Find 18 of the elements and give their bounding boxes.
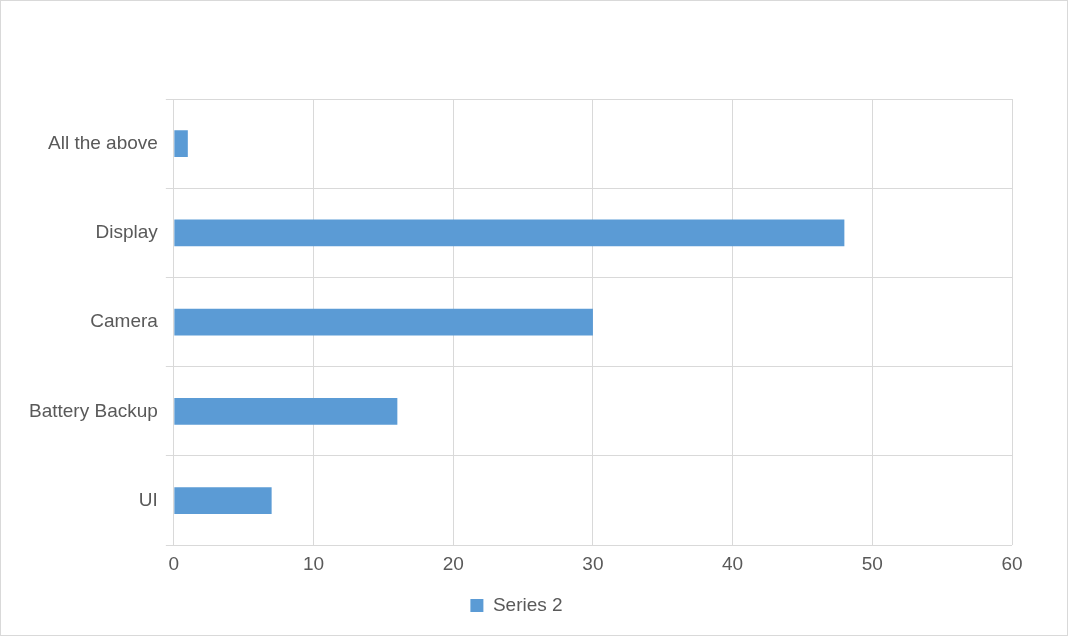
bar bbox=[174, 308, 593, 336]
x-tick-label: 50 bbox=[861, 552, 883, 574]
y-tick-label: Camera bbox=[90, 310, 159, 332]
y-tick-label: Battery Backup bbox=[29, 399, 158, 421]
x-tick-label: 20 bbox=[442, 552, 464, 574]
legend-label: Series 2 bbox=[492, 593, 563, 615]
bar bbox=[174, 130, 188, 158]
x-tick-label: 10 bbox=[302, 552, 325, 574]
bar bbox=[174, 397, 398, 425]
y-tick-label: Display bbox=[95, 221, 159, 243]
x-tick-label: 60 bbox=[1001, 552, 1023, 574]
x-tick-label: 30 bbox=[582, 552, 604, 574]
y-tick-label: UI bbox=[138, 488, 158, 510]
bar bbox=[174, 487, 272, 514]
y-tick-label: All the above bbox=[47, 131, 158, 153]
x-tick-label: 0 bbox=[168, 552, 180, 574]
bar bbox=[174, 219, 845, 247]
x-tick-label: 40 bbox=[722, 552, 744, 574]
